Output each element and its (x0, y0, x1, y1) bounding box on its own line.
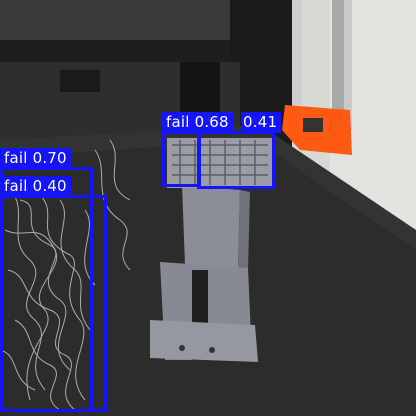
detection-label-1: fail 0.68 (162, 112, 233, 133)
detection-confidence-1: 0.68 (194, 113, 229, 131)
detection-box-1 (162, 131, 201, 187)
bed-edge (0, 125, 416, 250)
detection-confidence-2: 0.41 (243, 113, 278, 131)
print-hole-right (209, 347, 215, 353)
detection-label-3: fail 0.70 (0, 148, 71, 169)
print-grid (172, 140, 268, 185)
detection-confidence-4: 0.40 (32, 177, 67, 195)
motor (60, 70, 100, 92)
detection-label-2: 0.41 (241, 112, 282, 133)
print-foot (150, 320, 258, 362)
detection-box-2 (197, 131, 275, 189)
print-hole-left (179, 345, 185, 351)
detection-class-3: fail (4, 149, 28, 167)
bracket-hole (303, 118, 323, 132)
detection-confidence-3: 0.70 (32, 149, 67, 167)
rod-right (344, 0, 352, 130)
frame-bar (0, 40, 240, 62)
detection-class-4: fail (4, 177, 28, 195)
threaded-rod (332, 0, 344, 130)
detection-class-1: fail (166, 113, 190, 131)
print-post-side (238, 190, 250, 270)
print-post (182, 185, 240, 268)
detection-label-4: fail 0.40 (0, 176, 71, 197)
filament-strings (0, 139, 131, 411)
rod-left (292, 0, 302, 120)
detection-box-4 (0, 195, 107, 412)
